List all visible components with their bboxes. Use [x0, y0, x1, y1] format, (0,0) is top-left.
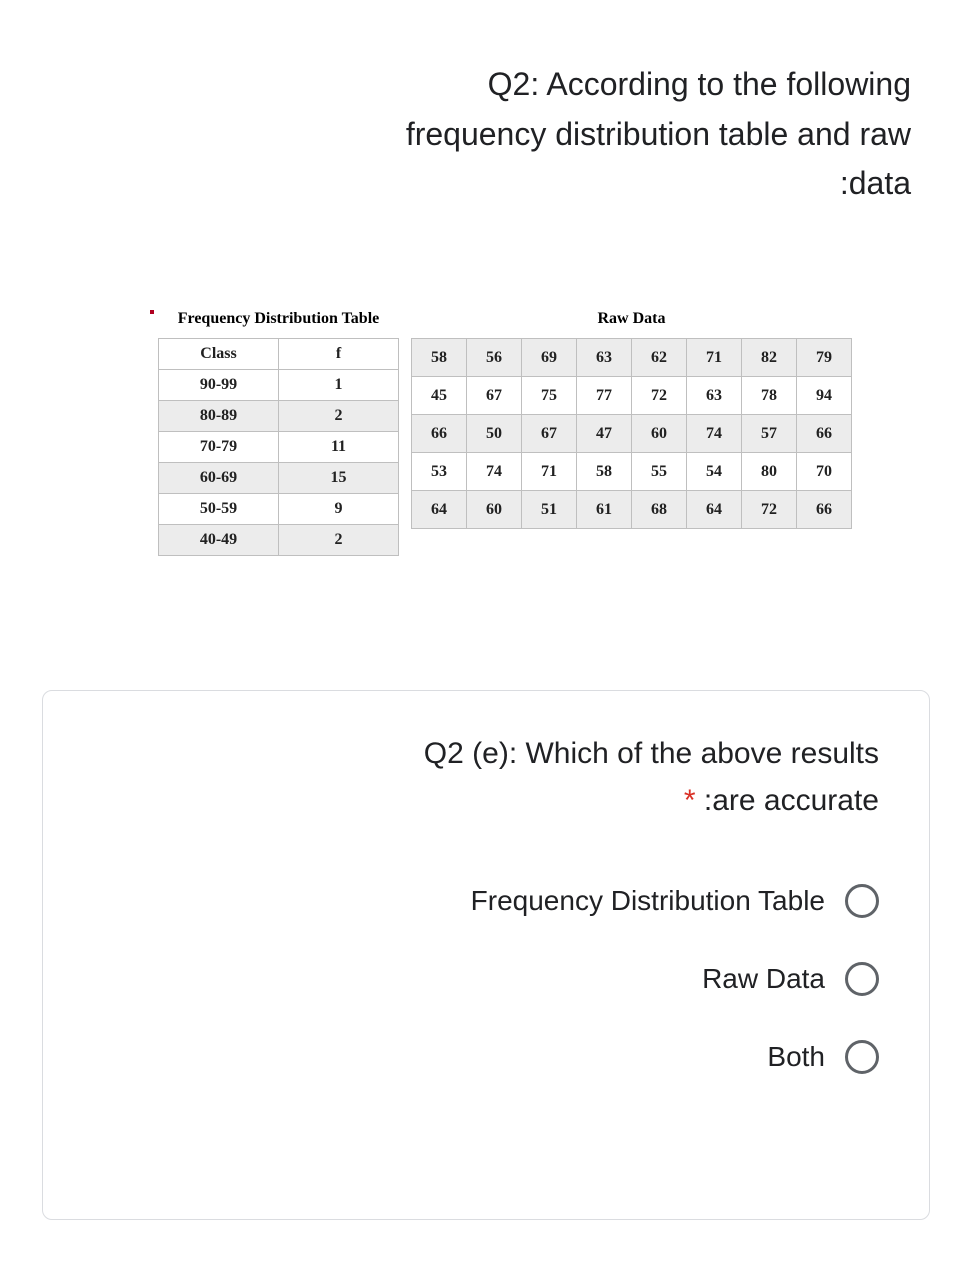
freq-class-cell: 90-99	[159, 370, 279, 401]
raw-data-cell: 47	[577, 415, 632, 453]
freq-header-class: Class	[159, 339, 279, 370]
raw-data-cell: 71	[522, 453, 577, 491]
freq-f-cell: 15	[279, 463, 399, 494]
option-row[interactable]: Raw Data	[93, 962, 879, 996]
raw-data-cell: 63	[577, 339, 632, 377]
raw-data-cell: 58	[412, 339, 467, 377]
option-label: Both	[767, 1041, 825, 1073]
raw-data-cell: 60	[632, 415, 687, 453]
freq-class-cell: 60-69	[159, 463, 279, 494]
sub-question-suffix: :are accurate	[696, 784, 879, 817]
raw-data-cell: 74	[687, 415, 742, 453]
sub-question-text: Q2 (e): Which of the above results * :ar…	[93, 731, 879, 824]
sub-question-line-1: Q2 (e): Which of the above results	[93, 731, 879, 778]
raw-data-container: Raw Data 5856696362718279456775777263789…	[411, 310, 852, 529]
raw-data-cell: 56	[467, 339, 522, 377]
raw-data-cell: 71	[687, 339, 742, 377]
option-row[interactable]: Both	[93, 1040, 879, 1074]
question-line-3: :data	[110, 159, 911, 209]
raw-data-cell: 79	[797, 339, 852, 377]
option-row[interactable]: Frequency Distribution Table	[93, 884, 879, 918]
radio-icon[interactable]	[845, 884, 879, 918]
freq-f-cell: 9	[279, 494, 399, 525]
marker-dot	[150, 310, 154, 314]
raw-data-cell: 66	[797, 491, 852, 529]
freq-f-cell: 1	[279, 370, 399, 401]
raw-data-title: Raw Data	[598, 310, 666, 328]
freq-class-cell: 50-59	[159, 494, 279, 525]
raw-data-cell: 70	[797, 453, 852, 491]
raw-data-cell: 80	[742, 453, 797, 491]
raw-data-cell: 62	[632, 339, 687, 377]
radio-icon[interactable]	[845, 962, 879, 996]
frequency-table-title: Frequency Distribution Table	[178, 310, 380, 328]
required-asterisk: *	[684, 784, 696, 817]
raw-data-cell: 64	[412, 491, 467, 529]
freq-class-cell: 70-79	[159, 432, 279, 463]
raw-data-cell: 72	[742, 491, 797, 529]
options-list: Frequency Distribution Table Raw Data Both	[93, 884, 879, 1074]
freq-f-cell: 2	[279, 401, 399, 432]
sub-question-card: Q2 (e): Which of the above results * :ar…	[42, 690, 930, 1220]
raw-data-cell: 54	[687, 453, 742, 491]
raw-data-cell: 67	[522, 415, 577, 453]
frequency-table: Class f 90-99180-89270-791160-691550-599…	[158, 338, 399, 556]
raw-data-cell: 69	[522, 339, 577, 377]
freq-f-cell: 2	[279, 525, 399, 556]
raw-data-cell: 66	[412, 415, 467, 453]
question-text: Q2: According to the following frequency…	[110, 60, 911, 209]
sub-question-line-2: * :are accurate	[93, 778, 879, 825]
freq-f-cell: 11	[279, 432, 399, 463]
raw-data-cell: 75	[522, 377, 577, 415]
raw-data-cell: 50	[467, 415, 522, 453]
raw-data-cell: 72	[632, 377, 687, 415]
option-label: Frequency Distribution Table	[471, 885, 825, 917]
raw-data-cell: 77	[577, 377, 632, 415]
raw-data-table: 5856696362718279456775777263789466506747…	[411, 338, 852, 529]
freq-header-f: f	[279, 339, 399, 370]
freq-class-cell: 80-89	[159, 401, 279, 432]
raw-data-cell: 67	[467, 377, 522, 415]
raw-data-cell: 53	[412, 453, 467, 491]
raw-data-cell: 45	[412, 377, 467, 415]
question-line-2: frequency distribution table and raw	[110, 110, 911, 160]
freq-class-cell: 40-49	[159, 525, 279, 556]
raw-data-cell: 82	[742, 339, 797, 377]
raw-data-cell: 63	[687, 377, 742, 415]
question-line-1: Q2: According to the following	[110, 60, 911, 110]
raw-data-cell: 66	[797, 415, 852, 453]
raw-data-cell: 64	[687, 491, 742, 529]
raw-data-cell: 57	[742, 415, 797, 453]
raw-data-cell: 60	[467, 491, 522, 529]
raw-data-cell: 94	[797, 377, 852, 415]
frequency-table-container: Frequency Distribution Table Class f 90-…	[158, 310, 399, 556]
raw-data-cell: 58	[577, 453, 632, 491]
raw-data-cell: 55	[632, 453, 687, 491]
raw-data-cell: 74	[467, 453, 522, 491]
radio-icon[interactable]	[845, 1040, 879, 1074]
raw-data-cell: 61	[577, 491, 632, 529]
raw-data-cell: 78	[742, 377, 797, 415]
raw-data-cell: 68	[632, 491, 687, 529]
tables-container: Frequency Distribution Table Class f 90-…	[158, 310, 852, 556]
raw-data-cell: 51	[522, 491, 577, 529]
option-label: Raw Data	[702, 963, 825, 995]
